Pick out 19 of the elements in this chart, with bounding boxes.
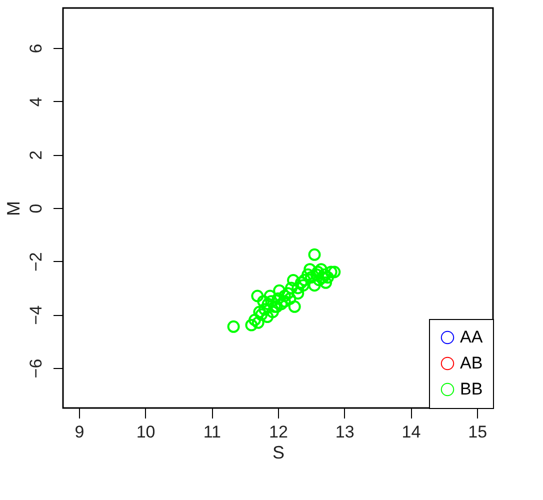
x-tick-label: 9 [74, 422, 84, 442]
x-tick-label: 11 [203, 422, 221, 442]
x-tick-label: 12 [269, 422, 288, 442]
y-axis-title: M [4, 201, 24, 216]
x-tick-label: 15 [468, 422, 488, 442]
y-tick-label: −2 [26, 252, 46, 272]
y-tick-label: −6 [26, 358, 46, 378]
x-axis-title: S [272, 442, 285, 462]
y-tick-label: 0 [26, 204, 46, 214]
legend-label: BB [460, 380, 483, 398]
legend-label: AA [460, 328, 484, 346]
legend-label: AB [460, 354, 483, 372]
y-tick-label: 4 [26, 97, 46, 107]
x-tick-label: 10 [136, 422, 156, 442]
y-tick-label: 2 [26, 150, 46, 160]
y-tick-label: 6 [26, 44, 46, 54]
x-tick-label: 14 [402, 422, 421, 442]
y-tick-label: −4 [26, 305, 46, 325]
x-tick-label: 13 [335, 422, 354, 442]
